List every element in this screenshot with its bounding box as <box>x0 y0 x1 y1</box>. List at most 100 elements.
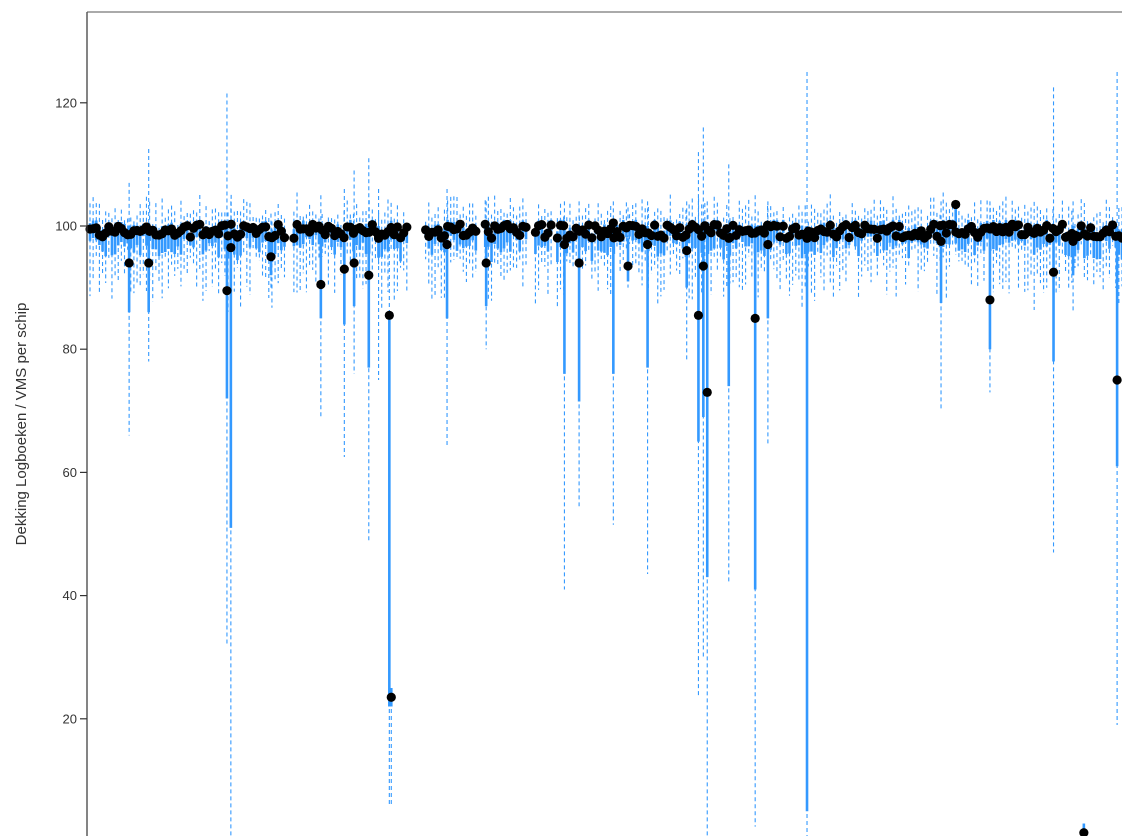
data-point <box>279 233 290 243</box>
data-point <box>559 221 569 231</box>
data-point <box>543 228 553 238</box>
data-point <box>1048 267 1059 277</box>
data-point <box>568 232 578 242</box>
data-point <box>763 239 773 250</box>
data-point <box>289 233 299 243</box>
data-point <box>778 221 788 231</box>
data-point <box>759 228 770 238</box>
data-point <box>226 242 236 253</box>
data-point <box>515 230 525 240</box>
data-point <box>850 220 860 230</box>
data-point <box>124 258 134 268</box>
data-point <box>1117 233 1122 243</box>
data-point <box>439 231 450 241</box>
data-point <box>559 239 570 250</box>
y-axis-title: Dekking Logboeken / VMS per schip <box>13 303 30 546</box>
data-point <box>261 222 271 232</box>
data-point <box>650 220 660 230</box>
data-point <box>872 233 882 243</box>
data-point <box>857 229 867 239</box>
plot-area <box>85 72 1122 836</box>
data-point <box>481 258 491 268</box>
data-point <box>941 228 951 238</box>
data-point <box>659 233 669 243</box>
data-point <box>724 233 734 243</box>
data-point <box>642 239 653 250</box>
data-point <box>367 220 377 230</box>
data-point <box>373 233 384 243</box>
data-point <box>1079 828 1089 836</box>
data-point <box>750 313 760 323</box>
data-point <box>320 230 330 240</box>
data-point <box>339 264 349 274</box>
data-point <box>791 222 801 232</box>
data-point <box>185 232 195 242</box>
data-point <box>802 233 812 243</box>
data-point <box>91 223 101 233</box>
data-point <box>349 258 359 268</box>
data-point <box>144 258 154 268</box>
data-point <box>222 286 232 296</box>
data-point <box>1004 227 1014 237</box>
data-point <box>1045 233 1055 243</box>
data-point <box>809 233 820 243</box>
data-point <box>825 220 835 230</box>
data-point <box>364 270 374 280</box>
data-point <box>936 236 946 246</box>
data-point <box>587 233 597 243</box>
data-point <box>1086 223 1096 233</box>
data-point <box>894 221 904 232</box>
data-point <box>1107 220 1118 230</box>
data-point <box>386 692 396 702</box>
data-point <box>985 295 995 305</box>
data-point <box>1068 236 1078 246</box>
data-point <box>486 233 497 243</box>
data-point <box>574 258 584 268</box>
data-point <box>608 218 618 228</box>
data-point <box>552 233 562 243</box>
data-point <box>392 222 403 232</box>
data-point <box>266 252 276 262</box>
y-tick-label: 40 <box>63 588 77 603</box>
y-tick-label: 20 <box>63 711 77 726</box>
data-point <box>623 261 633 271</box>
y-tick-label: 100 <box>55 219 77 234</box>
data-point <box>455 219 465 229</box>
data-point <box>682 246 692 256</box>
data-point <box>442 239 452 250</box>
y-tick-label: 120 <box>55 95 77 110</box>
y-tick-label: 80 <box>63 342 77 357</box>
data-point <box>195 219 205 229</box>
data-point <box>433 225 443 235</box>
y-axis: 20 40 60 80 100 120 <box>55 95 87 726</box>
data-point <box>948 220 958 230</box>
data-point <box>384 310 394 320</box>
data-point <box>339 233 349 243</box>
data-point <box>546 220 556 230</box>
data-point <box>784 231 795 241</box>
data-point <box>1112 375 1122 385</box>
data-point <box>471 226 481 236</box>
data-point <box>675 223 685 233</box>
data-point <box>702 387 712 397</box>
data-point <box>1076 221 1086 231</box>
data-point <box>1013 220 1024 230</box>
y-tick-label: 60 <box>63 465 77 480</box>
data-point <box>698 261 708 271</box>
data-point <box>706 228 716 238</box>
data-point <box>480 219 490 229</box>
data-point <box>951 199 961 210</box>
data-point <box>537 220 547 230</box>
data-point <box>402 222 412 232</box>
data-point <box>521 222 531 232</box>
data-point <box>1057 219 1068 229</box>
data-point <box>226 219 236 229</box>
data-point <box>693 310 704 320</box>
data-point <box>697 231 707 241</box>
data-point <box>235 229 246 239</box>
data-point <box>615 232 625 242</box>
data-point <box>844 232 854 243</box>
data-point <box>712 220 722 230</box>
data-point <box>316 279 326 290</box>
